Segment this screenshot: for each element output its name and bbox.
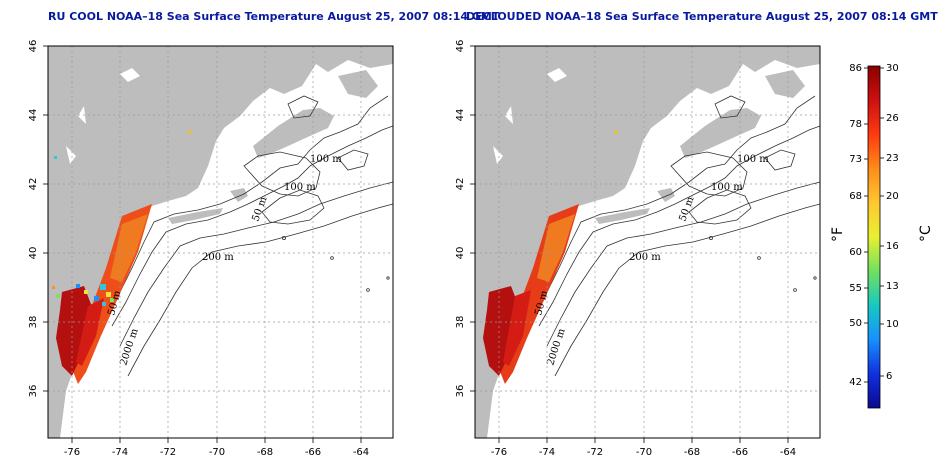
x-tick-label: -70 [209,447,225,458]
c-tick-label: 26 [886,113,899,124]
right-y-axis: 36 38 40 42 44 46 [455,40,475,398]
left-map-base [47,45,394,439]
y-tick-label: 38 [28,316,39,329]
y-tick-label: 44 [455,109,466,122]
x-tick-label: -68 [684,447,700,458]
sst-colorbar: 86 78 73 68 60 55 50 42 30 26 23 20 16 13 10 6 °F °C [830,63,934,409]
right-contour-label: 200 m [629,252,661,263]
c-tick-label: 13 [886,281,899,292]
left-sst-warm-strip [110,214,148,282]
x-tick-label: -72 [587,447,603,458]
y-tick-label: 40 [455,247,466,260]
x-tick-label: -72 [160,447,176,458]
right-contour-label: 100 m [711,182,743,193]
y-tick-label: 38 [455,316,466,329]
f-tick-label: 73 [849,154,862,165]
c-tick-label: 23 [886,153,899,164]
f-tick-label: 50 [849,318,862,329]
x-tick-label: -64 [353,447,369,458]
right-sst-speck [615,130,618,134]
right-graticule [475,45,820,438]
celsius-ticks: 30 26 23 20 16 13 10 6 [880,63,899,382]
left-bay-sst [56,286,94,376]
x-tick-label: -68 [257,447,273,458]
y-tick-label: 42 [28,178,39,191]
left-contour-label: 100 m [284,182,316,193]
x-tick-label: -66 [732,447,748,458]
left-contour-label: 2000 m [118,327,140,367]
y-tick-label: 40 [28,247,39,260]
f-tick-label: 68 [849,191,862,202]
right-map-panel: 100 m 100 m 50 m 200 m 50 m 2000 m -76 -7… [455,40,821,458]
y-tick-label: 36 [28,385,39,398]
right-sst-warm-strip [537,214,575,282]
c-tick-label: 16 [886,241,899,252]
left-map-panel: 100 m 100 m 50 m 200 m 50 m 2000 m -76 -7… [28,40,394,458]
c-tick-label: 20 [886,191,899,202]
right-contour-label: 100 m [737,154,769,165]
c-tick-label: 6 [886,371,892,382]
left-cloud-artifacts [52,130,191,306]
left-contour-label: 200 m [202,252,234,263]
f-tick-label: 86 [849,63,862,74]
y-tick-label: 42 [455,178,466,191]
right-contour-label: 50 m [677,195,696,223]
right-map-frame [474,45,821,439]
c-tick-label: 10 [886,319,899,330]
x-tick-label: -64 [780,447,796,458]
f-tick-label: 42 [849,377,862,388]
fahrenheit-ticks: 86 78 73 68 60 55 50 42 [849,63,868,388]
y-tick-label: 36 [455,385,466,398]
x-tick-label: -74 [539,447,555,458]
left-contour-label: 50 m [250,195,269,223]
c-tick-label: 30 [886,63,899,74]
right-x-axis: -76 -74 -72 -70 -68 -66 -64 [491,438,796,458]
right-contour-label: 2000 m [545,327,567,367]
left-graticule [48,45,393,438]
y-tick-label: 46 [455,40,466,53]
left-y-axis: 36 38 40 42 44 46 [28,40,48,398]
right-map-base [474,45,821,439]
fahrenheit-unit-label: °F [830,227,846,242]
x-tick-label: -74 [112,447,128,458]
x-tick-label: -66 [305,447,321,458]
x-tick-label: -76 [64,447,80,458]
f-tick-label: 78 [849,119,862,130]
left-x-axis: -76 -74 -72 -70 -68 -66 -64 [64,438,369,458]
y-tick-label: 46 [28,40,39,53]
f-tick-label: 60 [849,247,862,258]
left-panel-title: RU COOL NOAA–18 Sea Surface Temperature … [48,10,500,23]
x-tick-label: -70 [636,447,652,458]
x-tick-label: -76 [491,447,507,458]
celsius-unit-label: °C [918,225,934,242]
y-tick-label: 44 [28,109,39,122]
left-contour-label: 100 m [310,154,342,165]
right-sst-coast [503,290,531,366]
left-sst-coast [76,298,104,366]
colorbar-gradient [867,65,881,409]
f-tick-label: 55 [849,283,862,294]
left-map-frame [47,45,394,439]
right-panel-title: DECLOUDED NOAA–18 Sea Surface Temperatur… [466,10,938,23]
right-bay-sst [483,286,521,376]
